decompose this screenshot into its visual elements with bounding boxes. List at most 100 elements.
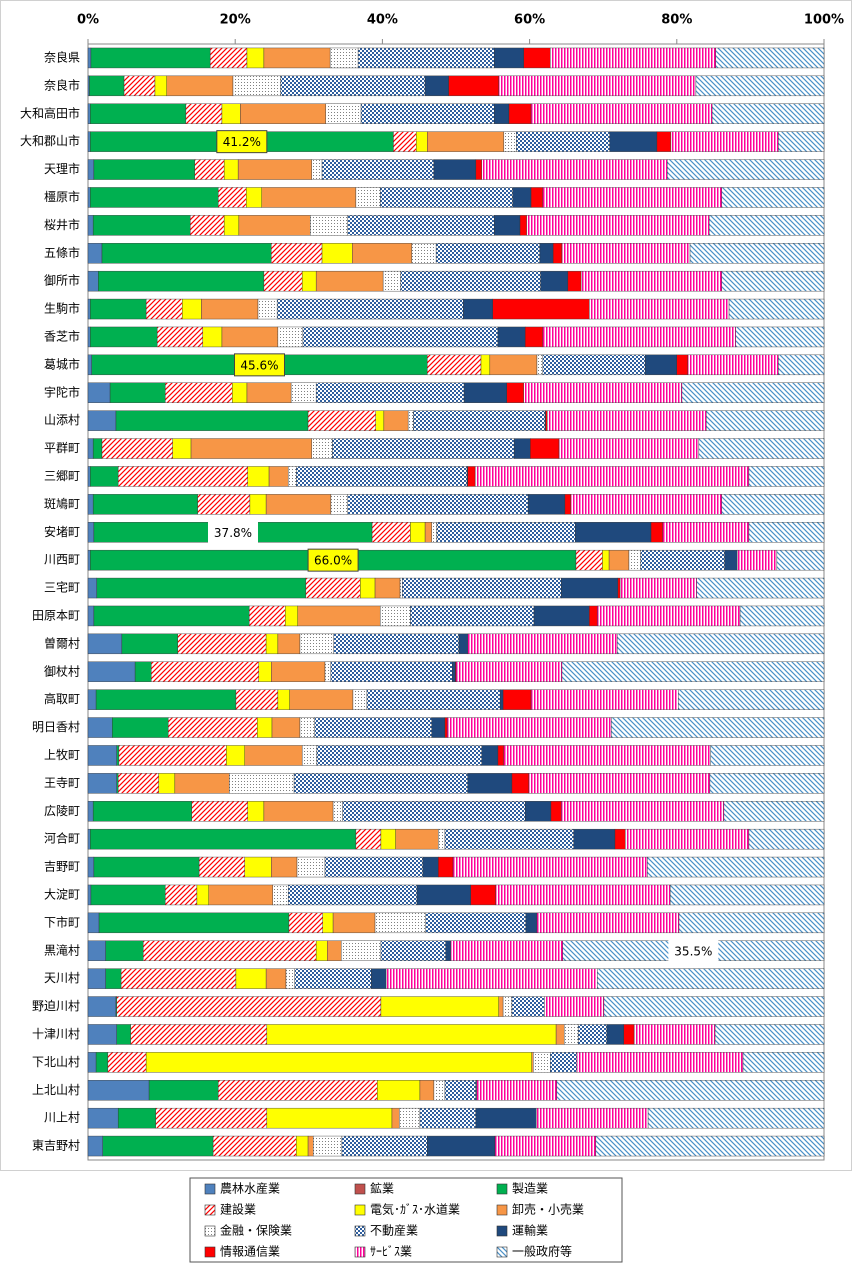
bar-segment bbox=[101, 438, 173, 459]
bar-segment bbox=[435, 243, 541, 264]
bar-segment bbox=[678, 912, 825, 934]
bar-segment bbox=[324, 661, 332, 682]
bar-segment bbox=[540, 270, 569, 292]
bar-segment bbox=[467, 773, 513, 794]
bar-segment bbox=[721, 270, 825, 292]
bar-segment bbox=[90, 298, 147, 320]
category-label: 広陵町 bbox=[44, 804, 80, 818]
bar-segment bbox=[87, 131, 91, 152]
category-label: 山添村 bbox=[44, 413, 80, 427]
bar-segment bbox=[424, 522, 432, 543]
bar-segment bbox=[385, 968, 598, 989]
bar-segment bbox=[508, 103, 532, 124]
category-label: 五條市 bbox=[44, 245, 80, 260]
bar-segment bbox=[644, 354, 677, 376]
legend-swatch bbox=[204, 1225, 216, 1237]
bar-segment bbox=[458, 633, 468, 655]
bar-segment bbox=[431, 717, 446, 738]
bar-segment bbox=[330, 661, 453, 682]
bar-segment bbox=[235, 689, 279, 710]
bar-segment bbox=[561, 801, 725, 822]
category-label: 河合町 bbox=[44, 831, 80, 846]
bar-segment bbox=[407, 410, 414, 431]
data-label-box bbox=[307, 548, 359, 572]
bar-segment bbox=[226, 745, 245, 766]
bar-segment bbox=[221, 103, 241, 124]
bar-segment bbox=[778, 131, 825, 152]
bar-segment bbox=[689, 243, 825, 264]
bar-segment bbox=[498, 996, 504, 1017]
bar-segment bbox=[315, 270, 384, 292]
bar-segment bbox=[90, 466, 119, 487]
bar-segment bbox=[371, 968, 387, 989]
bar-segment bbox=[528, 773, 711, 794]
bar-segment bbox=[263, 270, 303, 292]
bar-segment bbox=[355, 828, 382, 850]
bar-segment bbox=[503, 745, 711, 766]
bar-segment bbox=[237, 159, 312, 180]
bar-segment bbox=[218, 187, 247, 208]
bar-segment bbox=[95, 1052, 109, 1073]
bar-segment bbox=[427, 1135, 496, 1157]
bar-segment bbox=[431, 522, 438, 543]
bar-segment bbox=[232, 382, 248, 403]
bar-segment bbox=[556, 1080, 825, 1101]
bar-segment bbox=[288, 912, 323, 934]
bar-segment bbox=[360, 577, 376, 599]
bar-segment bbox=[489, 354, 538, 376]
bar-segment bbox=[305, 577, 361, 599]
bar-segment bbox=[287, 466, 297, 487]
category-label: 曽爾村 bbox=[44, 635, 80, 650]
bar-segment bbox=[332, 801, 343, 822]
bar-segment bbox=[218, 1080, 378, 1101]
bar-segment bbox=[687, 354, 779, 376]
bar-segment bbox=[87, 47, 92, 69]
bar-segment bbox=[130, 1024, 268, 1045]
data-label: 45.6% bbox=[240, 358, 278, 372]
bar-segment bbox=[263, 801, 334, 822]
bar-segment bbox=[739, 605, 825, 627]
bar-segment bbox=[710, 745, 825, 766]
bar-segment bbox=[87, 912, 100, 934]
bar-segment bbox=[87, 884, 92, 906]
bar-segment bbox=[87, 382, 111, 403]
bar-segment bbox=[355, 187, 381, 208]
bar-segment bbox=[272, 884, 289, 906]
category-label: 大和郡山市 bbox=[20, 133, 80, 148]
bar-segment bbox=[494, 47, 524, 69]
bar-segment bbox=[492, 298, 590, 320]
legend-label: 農林水産業 bbox=[220, 1181, 280, 1196]
plot-area bbox=[87, 43, 825, 1161]
bar-segment bbox=[580, 270, 722, 292]
bar-segment bbox=[533, 1052, 551, 1073]
bar-segment bbox=[530, 103, 713, 124]
bar-segment bbox=[247, 801, 265, 822]
bar-segment bbox=[197, 494, 251, 515]
bar-segment bbox=[301, 270, 317, 292]
bar-segment bbox=[470, 884, 496, 906]
bar-segment bbox=[87, 1080, 150, 1101]
bar-segment bbox=[90, 187, 219, 208]
bar-segment bbox=[299, 633, 335, 655]
bar-segment bbox=[154, 75, 167, 97]
x-tick-label: 0% bbox=[77, 13, 99, 28]
bar-segment bbox=[347, 494, 529, 515]
bar-segment bbox=[310, 215, 349, 236]
bar-segment bbox=[410, 605, 535, 627]
bar-segment bbox=[87, 522, 95, 543]
bar-segment bbox=[145, 298, 183, 320]
bar-segment bbox=[494, 1135, 597, 1157]
bar-segment bbox=[366, 689, 501, 710]
bar-segment bbox=[299, 717, 315, 738]
legend-label: ｻｰﾋﾞｽ業 bbox=[370, 1245, 412, 1259]
bar-segment bbox=[244, 856, 272, 878]
bar-segment bbox=[669, 884, 825, 906]
bar-segment bbox=[280, 75, 426, 97]
bar-segment bbox=[87, 996, 117, 1017]
bar-segment bbox=[89, 75, 125, 97]
category-label: 桜井市 bbox=[44, 217, 80, 232]
bar-segment bbox=[513, 438, 531, 459]
bar-segment bbox=[564, 494, 572, 515]
bar-segment bbox=[550, 801, 562, 822]
bar-segment bbox=[670, 131, 779, 152]
